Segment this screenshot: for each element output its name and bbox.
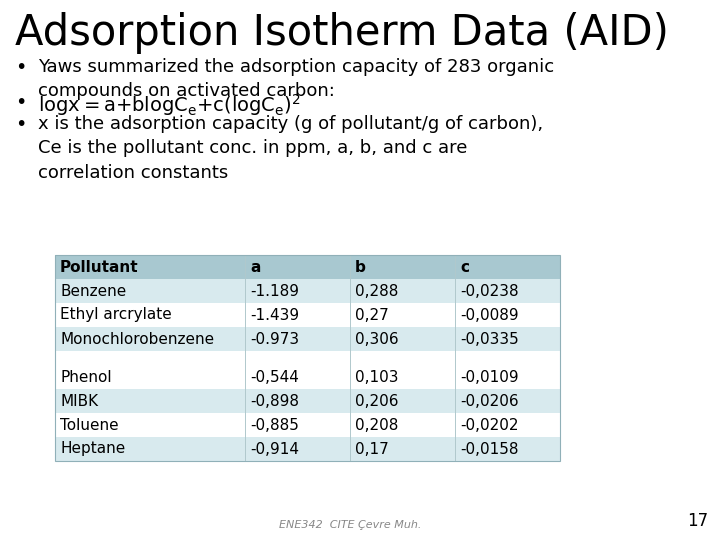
- Text: •: •: [15, 115, 27, 134]
- Text: 0,206: 0,206: [355, 394, 398, 408]
- Text: MIBK: MIBK: [60, 394, 98, 408]
- Bar: [55, 351, 560, 365]
- Text: -0,0206: -0,0206: [460, 394, 518, 408]
- Text: -0,0335: -0,0335: [460, 332, 518, 347]
- Text: 0,103: 0,103: [355, 369, 398, 384]
- Bar: [55, 303, 560, 327]
- Text: 0,17: 0,17: [355, 442, 389, 456]
- Text: -0.973: -0.973: [250, 332, 299, 347]
- Bar: [55, 413, 560, 437]
- Text: -0,885: -0,885: [250, 417, 299, 433]
- Text: Yaws summarized the adsorption capacity of 283 organic
compounds on activated ca: Yaws summarized the adsorption capacity …: [38, 58, 554, 100]
- Bar: [55, 255, 560, 279]
- Bar: [55, 365, 560, 389]
- Text: -0,0238: -0,0238: [460, 284, 518, 299]
- Text: 0,208: 0,208: [355, 417, 398, 433]
- Text: 0,27: 0,27: [355, 307, 389, 322]
- Bar: [55, 327, 560, 351]
- Bar: [55, 255, 560, 461]
- Text: -0,898: -0,898: [250, 394, 299, 408]
- Text: -0,0109: -0,0109: [460, 369, 518, 384]
- Bar: [55, 279, 560, 303]
- Text: -0,0158: -0,0158: [460, 442, 518, 456]
- Text: Ethyl arcrylate: Ethyl arcrylate: [60, 307, 172, 322]
- Text: 0,306: 0,306: [355, 332, 399, 347]
- Text: -1.439: -1.439: [250, 307, 299, 322]
- Text: •: •: [15, 93, 27, 112]
- Text: 17: 17: [687, 512, 708, 530]
- Bar: [55, 389, 560, 413]
- Text: c: c: [460, 260, 469, 274]
- Text: $\mathsf{logx{=}a{+}blogC_e{+}c(logC_e)^2}$: $\mathsf{logx{=}a{+}blogC_e{+}c(logC_e)^…: [38, 92, 300, 118]
- Text: Phenol: Phenol: [60, 369, 112, 384]
- Text: •: •: [15, 58, 27, 77]
- Text: Toluene: Toluene: [60, 417, 119, 433]
- Text: -0,0202: -0,0202: [460, 417, 518, 433]
- Text: Pollutant: Pollutant: [60, 260, 139, 274]
- Text: -0,0089: -0,0089: [460, 307, 518, 322]
- Text: 0,288: 0,288: [355, 284, 398, 299]
- Text: Monochlorobenzene: Monochlorobenzene: [60, 332, 214, 347]
- Text: ENE342  CITE Çevre Muh.: ENE342 CITE Çevre Muh.: [279, 520, 421, 530]
- Text: -0,544: -0,544: [250, 369, 299, 384]
- Text: Heptane: Heptane: [60, 442, 125, 456]
- Text: -1.189: -1.189: [250, 284, 299, 299]
- Text: Benzene: Benzene: [60, 284, 126, 299]
- Bar: [55, 437, 560, 461]
- Text: -0,914: -0,914: [250, 442, 299, 456]
- Text: a: a: [250, 260, 261, 274]
- Text: b: b: [355, 260, 366, 274]
- Text: x is the adsorption capacity (g of pollutant/g of carbon),
Ce is the pollutant c: x is the adsorption capacity (g of pollu…: [38, 115, 543, 181]
- Text: Adsorption Isotherm Data (AID): Adsorption Isotherm Data (AID): [15, 12, 669, 54]
